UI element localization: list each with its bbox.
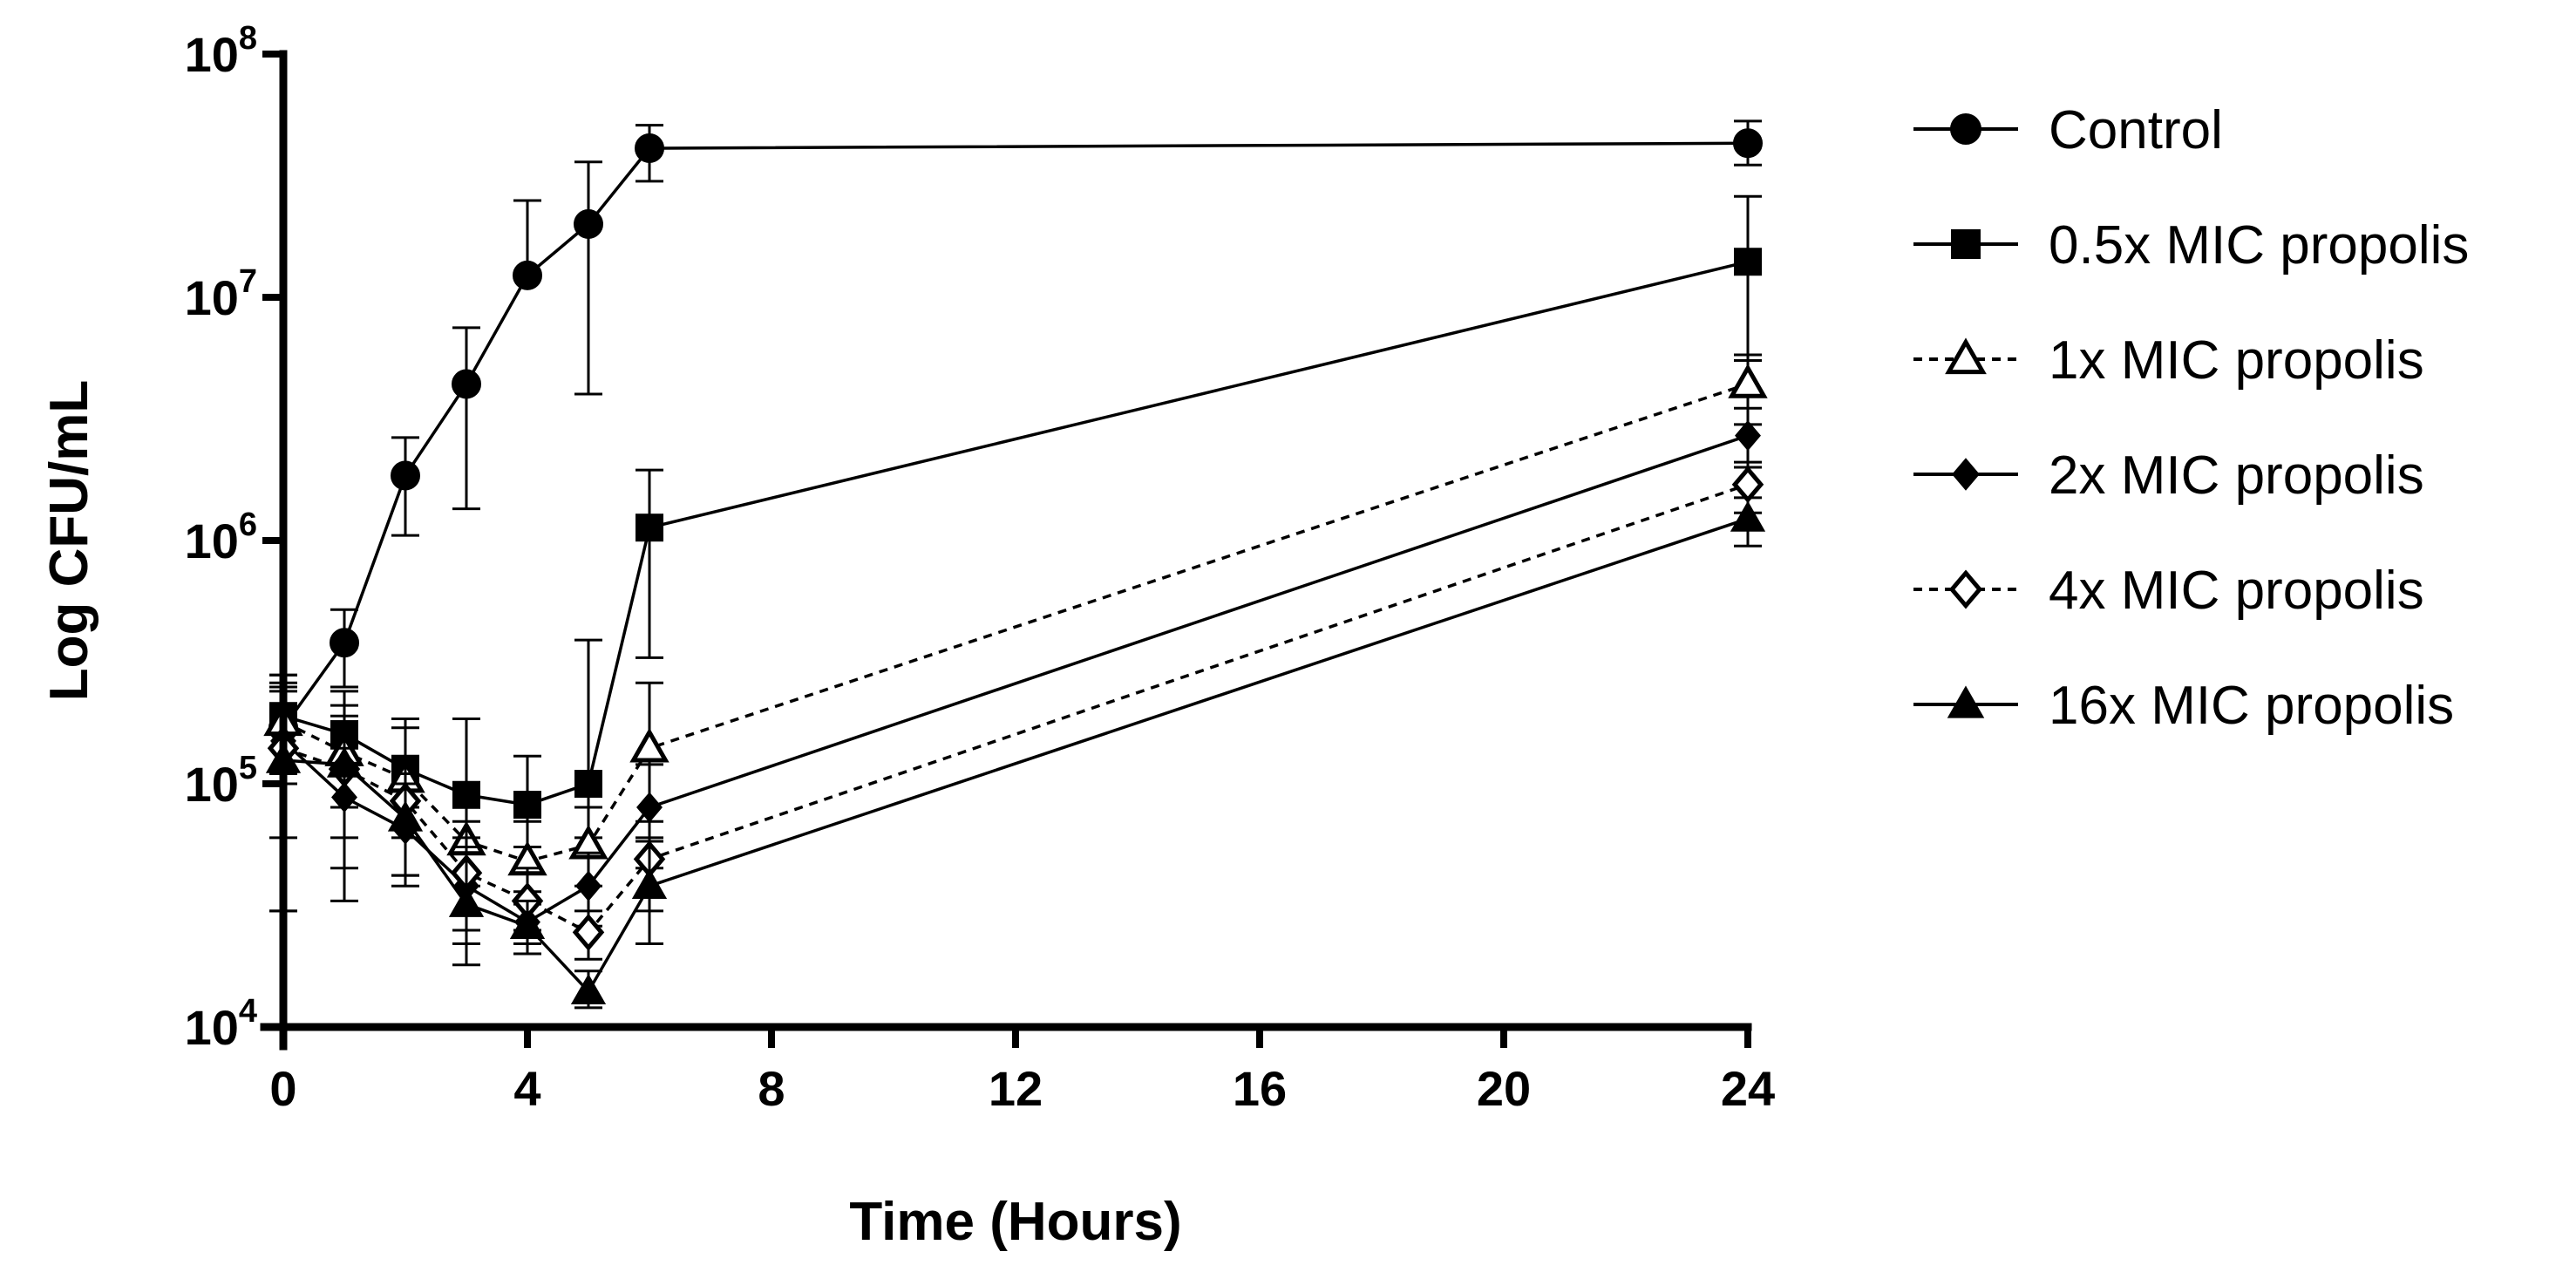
x-tick-label: 12 (989, 1061, 1043, 1116)
legend: Control 0.5x MIC propolis 1x MIC propolis 2… (1913, 100, 2469, 736)
x-tick-label: 8 (758, 1061, 785, 1116)
data-point (1735, 420, 1761, 452)
y-tick-label-base: 10 (185, 1000, 239, 1055)
series-line (282, 483, 1749, 935)
y-tick-label-base: 10 (185, 270, 239, 325)
data-point (448, 886, 485, 917)
x-axis-title: Time (Hours) (849, 1192, 1181, 1252)
x-axis: 0 4 8 12 16 20 24 (260, 1023, 1775, 1116)
data-point (1947, 685, 1985, 718)
y-tick-label: 104 (185, 993, 257, 1055)
y-tick-label-base: 10 (185, 757, 239, 812)
data-point (1948, 569, 1983, 609)
legend-label: 0.5x MIC propolis (2049, 215, 2469, 275)
series-5 (265, 496, 1766, 1010)
data-point (572, 913, 605, 951)
data-point (387, 800, 424, 832)
data-point (635, 133, 664, 164)
data-point (1728, 364, 1768, 398)
data-point (1952, 458, 1980, 491)
data-point (1950, 113, 1981, 145)
data-point (1733, 128, 1763, 159)
data-point (570, 973, 607, 1005)
x-tick-label: 4 (513, 1061, 540, 1116)
legend-item: 4x MIC propolis (1913, 561, 2424, 621)
y-tick-label-exponent: 8 (239, 20, 257, 57)
data-point (574, 770, 602, 798)
series-line (282, 141, 1749, 729)
y-axis-title: Log CFU/mL (39, 380, 99, 702)
y-tick-label-base: 10 (185, 27, 239, 82)
y-tick-label: 108 (185, 20, 257, 82)
data-point (513, 260, 542, 290)
x-tick-label: 16 (1233, 1061, 1287, 1116)
data-point (636, 514, 663, 542)
y-tick-label-exponent: 6 (239, 507, 257, 543)
data-point (509, 908, 546, 940)
data-point (1945, 337, 1987, 375)
data-point (575, 870, 602, 901)
y-tick-label-base: 10 (185, 514, 239, 568)
data-point (636, 792, 663, 823)
data-point (452, 369, 481, 399)
data-point (1734, 248, 1762, 276)
legend-item: 16x MIC propolis (1913, 676, 2454, 736)
legend-label: 4x MIC propolis (2049, 561, 2424, 621)
data-point (574, 209, 603, 240)
data-point (629, 727, 669, 763)
y-tick-label: 105 (185, 750, 257, 812)
x-tick-label: 20 (1477, 1061, 1531, 1116)
x-tick-label: 24 (1721, 1061, 1775, 1116)
data-point (391, 460, 420, 491)
legend-item: 2x MIC propolis (1913, 446, 2424, 506)
legend-label: 2x MIC propolis (2049, 446, 2424, 506)
y-tick-label-exponent: 4 (239, 993, 257, 1030)
data-point (330, 628, 359, 658)
y-tick-label: 107 (185, 263, 257, 325)
data-point (631, 867, 668, 900)
y-tick-label-exponent: 7 (239, 263, 257, 300)
data-point (1730, 500, 1766, 532)
data-point (513, 791, 541, 820)
legend-item: 1x MIC propolis (1913, 330, 2424, 391)
x-tick-label: 0 (269, 1061, 296, 1116)
legend-label: 1x MIC propolis (2049, 330, 2424, 391)
data-point (326, 746, 363, 778)
legend-label: Control (2049, 100, 2223, 160)
y-tick-label-exponent: 5 (239, 750, 257, 786)
data-point (1951, 229, 1981, 259)
series-0 (268, 119, 1763, 775)
y-tick-label: 106 (185, 507, 257, 568)
legend-item: 0.5x MIC propolis (1913, 215, 2469, 275)
legend-label: 16x MIC propolis (2049, 676, 2454, 736)
legend-item: Control (1913, 100, 2223, 160)
